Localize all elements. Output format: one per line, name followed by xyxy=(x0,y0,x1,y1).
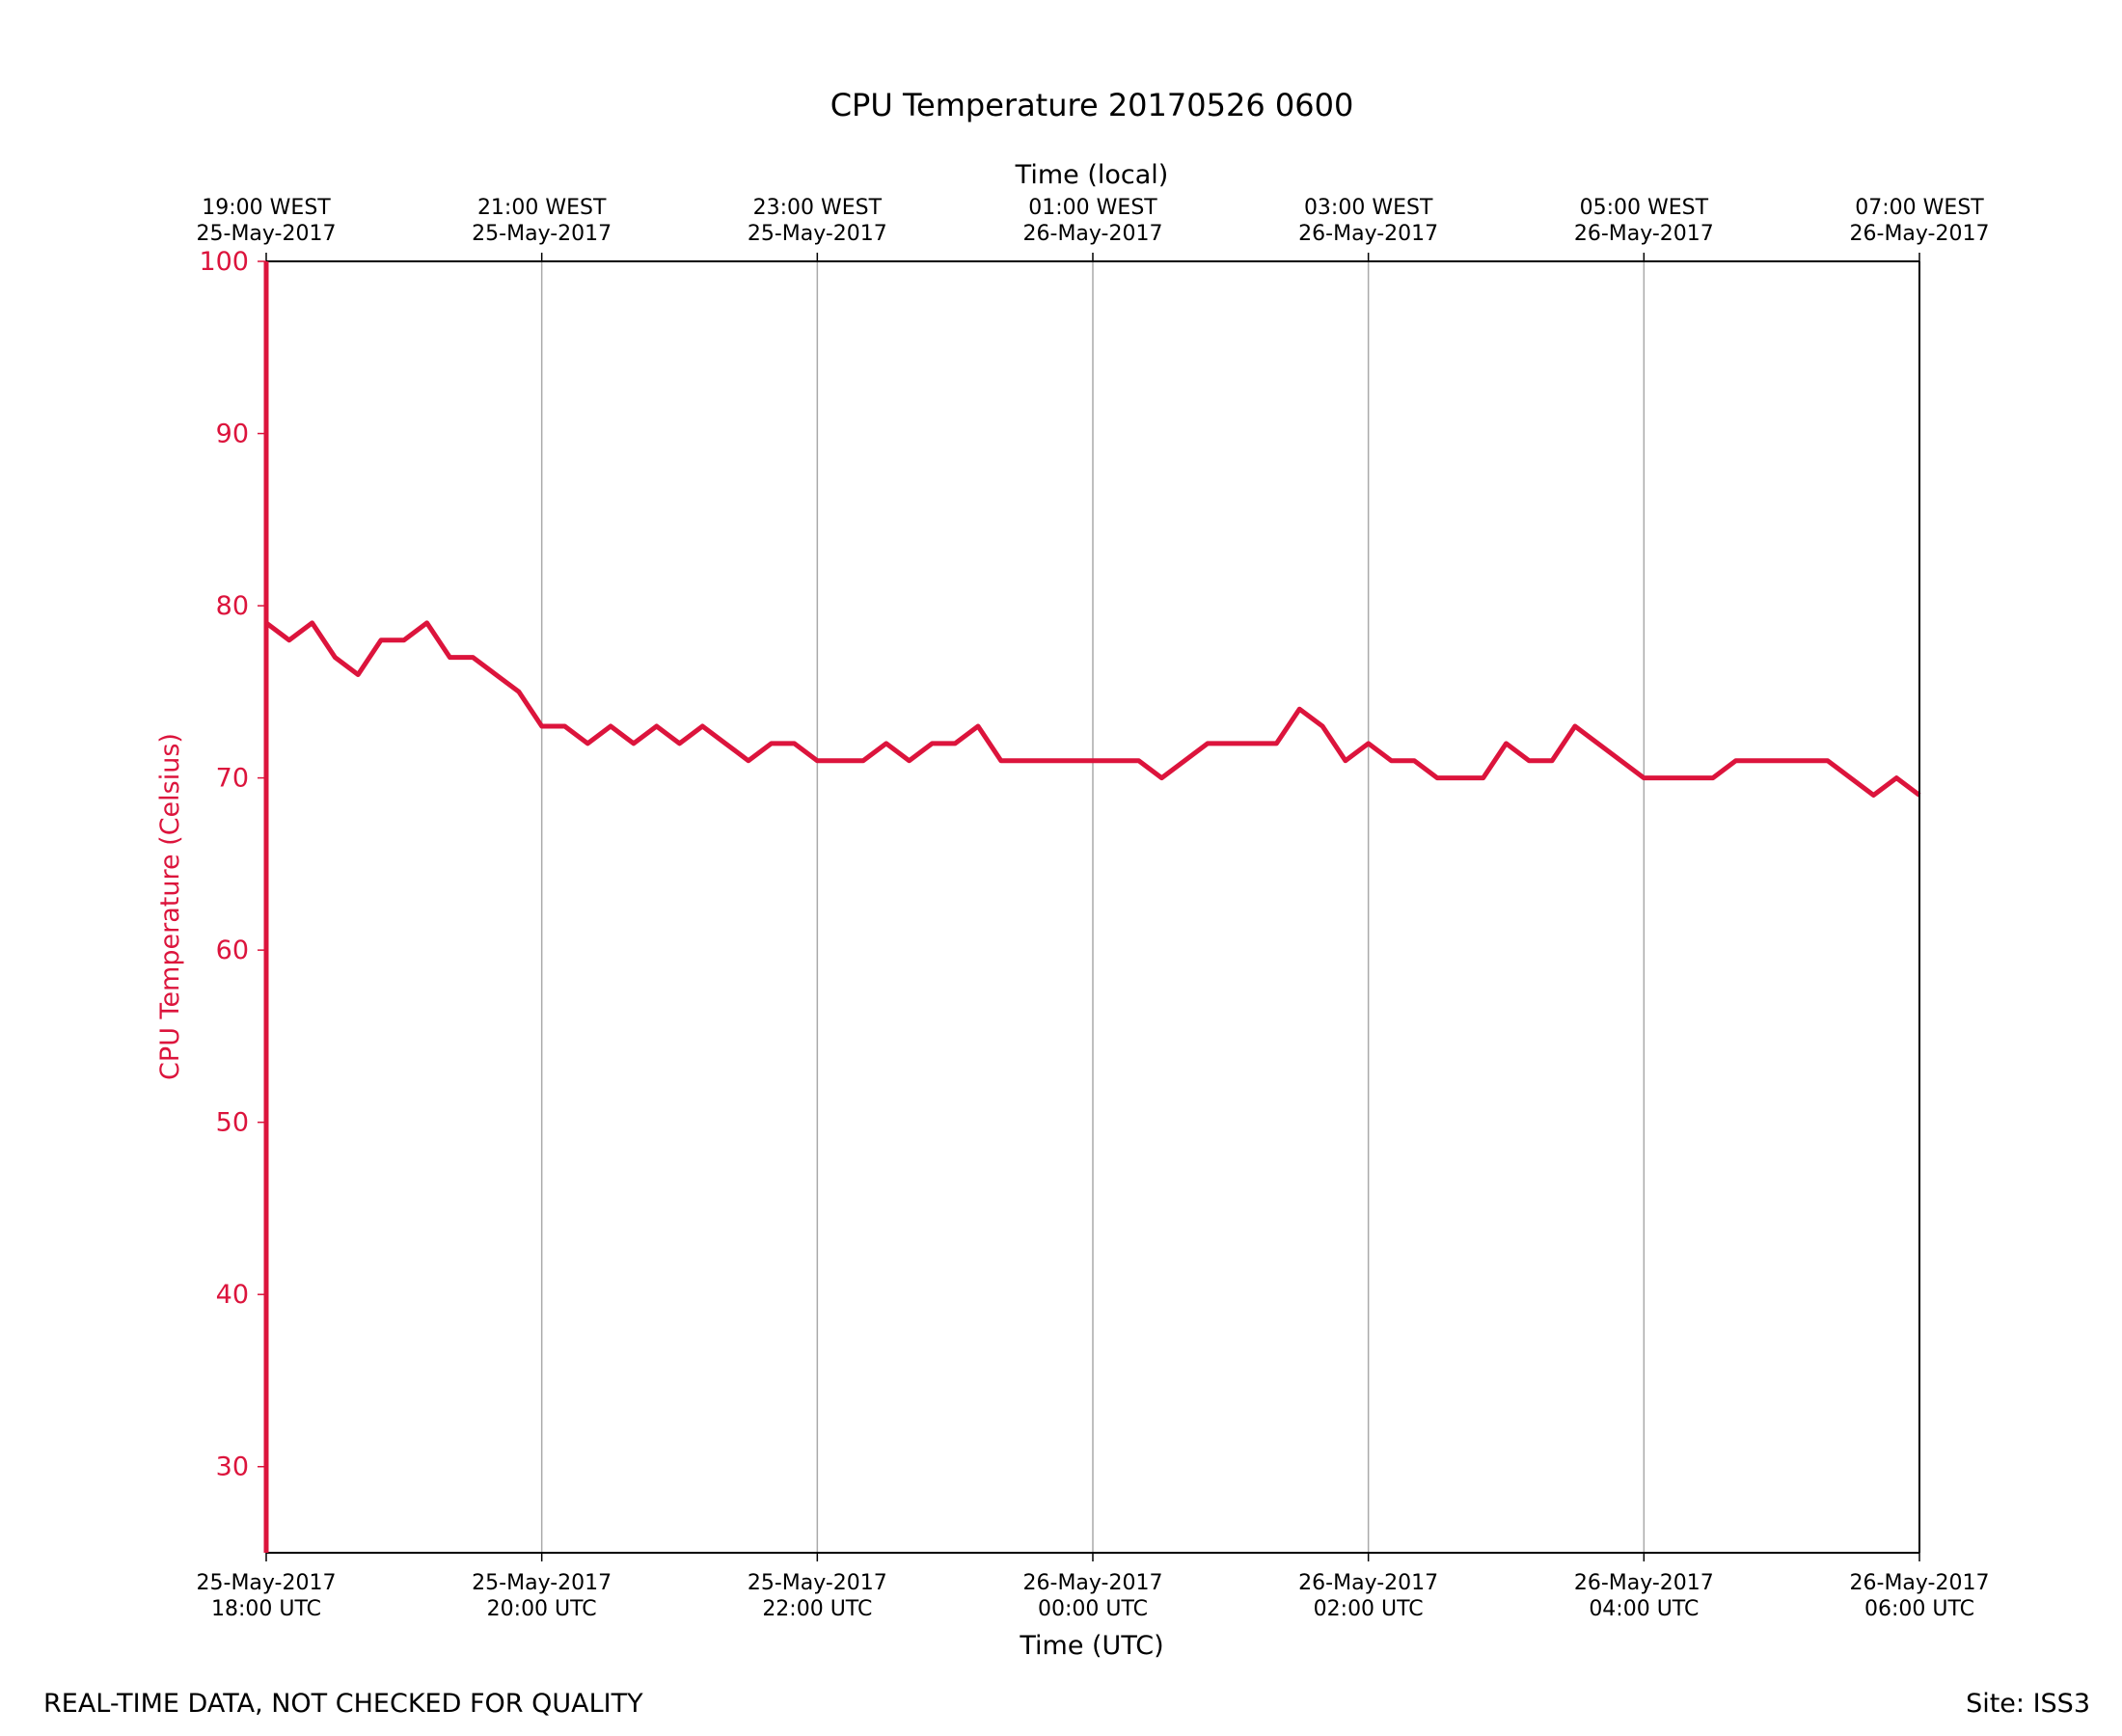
x2-tick-label: 25-May-2017 xyxy=(197,222,337,246)
series-layer xyxy=(264,620,1921,798)
x-axis-title: Time (UTC) xyxy=(1019,1631,1163,1661)
y-tick-label: 40 xyxy=(216,1280,249,1310)
x2-tick-label: 26-May-2017 xyxy=(1298,222,1438,246)
x-tick-label: 22:00 UTC xyxy=(762,1597,872,1621)
y-tick-label: 30 xyxy=(216,1452,249,1482)
x-tick-label: 25-May-2017 xyxy=(197,1571,337,1595)
grid-lines xyxy=(540,261,1646,1553)
y-tick-label: 100 xyxy=(199,247,249,277)
x-tick-label: 20:00 UTC xyxy=(487,1597,597,1621)
x2-axis-title: Time (local) xyxy=(1015,160,1169,190)
x-tick-label: 26-May-2017 xyxy=(1298,1571,1438,1595)
x2-tick-label: 25-May-2017 xyxy=(748,222,887,246)
site-label: Site: ISS3 xyxy=(1966,1689,2090,1719)
x-tick-label: 02:00 UTC xyxy=(1314,1597,1424,1621)
x-tick-label: 26-May-2017 xyxy=(1023,1571,1163,1595)
x-tick-label: 25-May-2017 xyxy=(472,1571,612,1595)
y-axis-title: CPU Temperature (Celsius) xyxy=(155,733,185,1080)
chart-title: CPU Temperature 20170526 0600 xyxy=(830,87,1354,123)
cpu-temperature-line xyxy=(264,620,1921,798)
x2-tick-label: 01:00 WEST xyxy=(1028,196,1157,220)
y-tick-label: 60 xyxy=(216,936,249,965)
x2-tick-label: 21:00 WEST xyxy=(477,196,607,220)
y-tick-label: 70 xyxy=(216,764,249,794)
x2-tick-label: 26-May-2017 xyxy=(1023,222,1163,246)
y-tick-label: 80 xyxy=(216,591,249,621)
x2-tick-label: 25-May-2017 xyxy=(472,222,612,246)
x2-tick-label: 26-May-2017 xyxy=(1574,222,1714,246)
x2-tick-label: 03:00 WEST xyxy=(1304,196,1433,220)
x-tick-label: 04:00 UTC xyxy=(1589,1597,1699,1621)
x-tick-label: 06:00 UTC xyxy=(1864,1597,1974,1621)
y-tick-label: 50 xyxy=(216,1108,249,1138)
quality-note: REAL-TIME DATA, NOT CHECKED FOR QUALITY xyxy=(43,1689,643,1719)
x-tick-label: 26-May-2017 xyxy=(1850,1571,1990,1595)
x-tick-label: 26-May-2017 xyxy=(1574,1571,1714,1595)
x2-tick-label: 23:00 WEST xyxy=(753,196,883,220)
x-tick-label: 18:00 UTC xyxy=(211,1597,321,1621)
x-tick-label: 00:00 UTC xyxy=(1038,1597,1148,1621)
x2-tick-label: 19:00 WEST xyxy=(202,196,331,220)
x-tick-label: 25-May-2017 xyxy=(748,1571,887,1595)
x2-tick-label: 05:00 WEST xyxy=(1580,196,1709,220)
x2-tick-label: 07:00 WEST xyxy=(1855,196,1984,220)
x2-tick-label: 26-May-2017 xyxy=(1850,222,1990,246)
y-tick-label: 90 xyxy=(216,420,249,449)
